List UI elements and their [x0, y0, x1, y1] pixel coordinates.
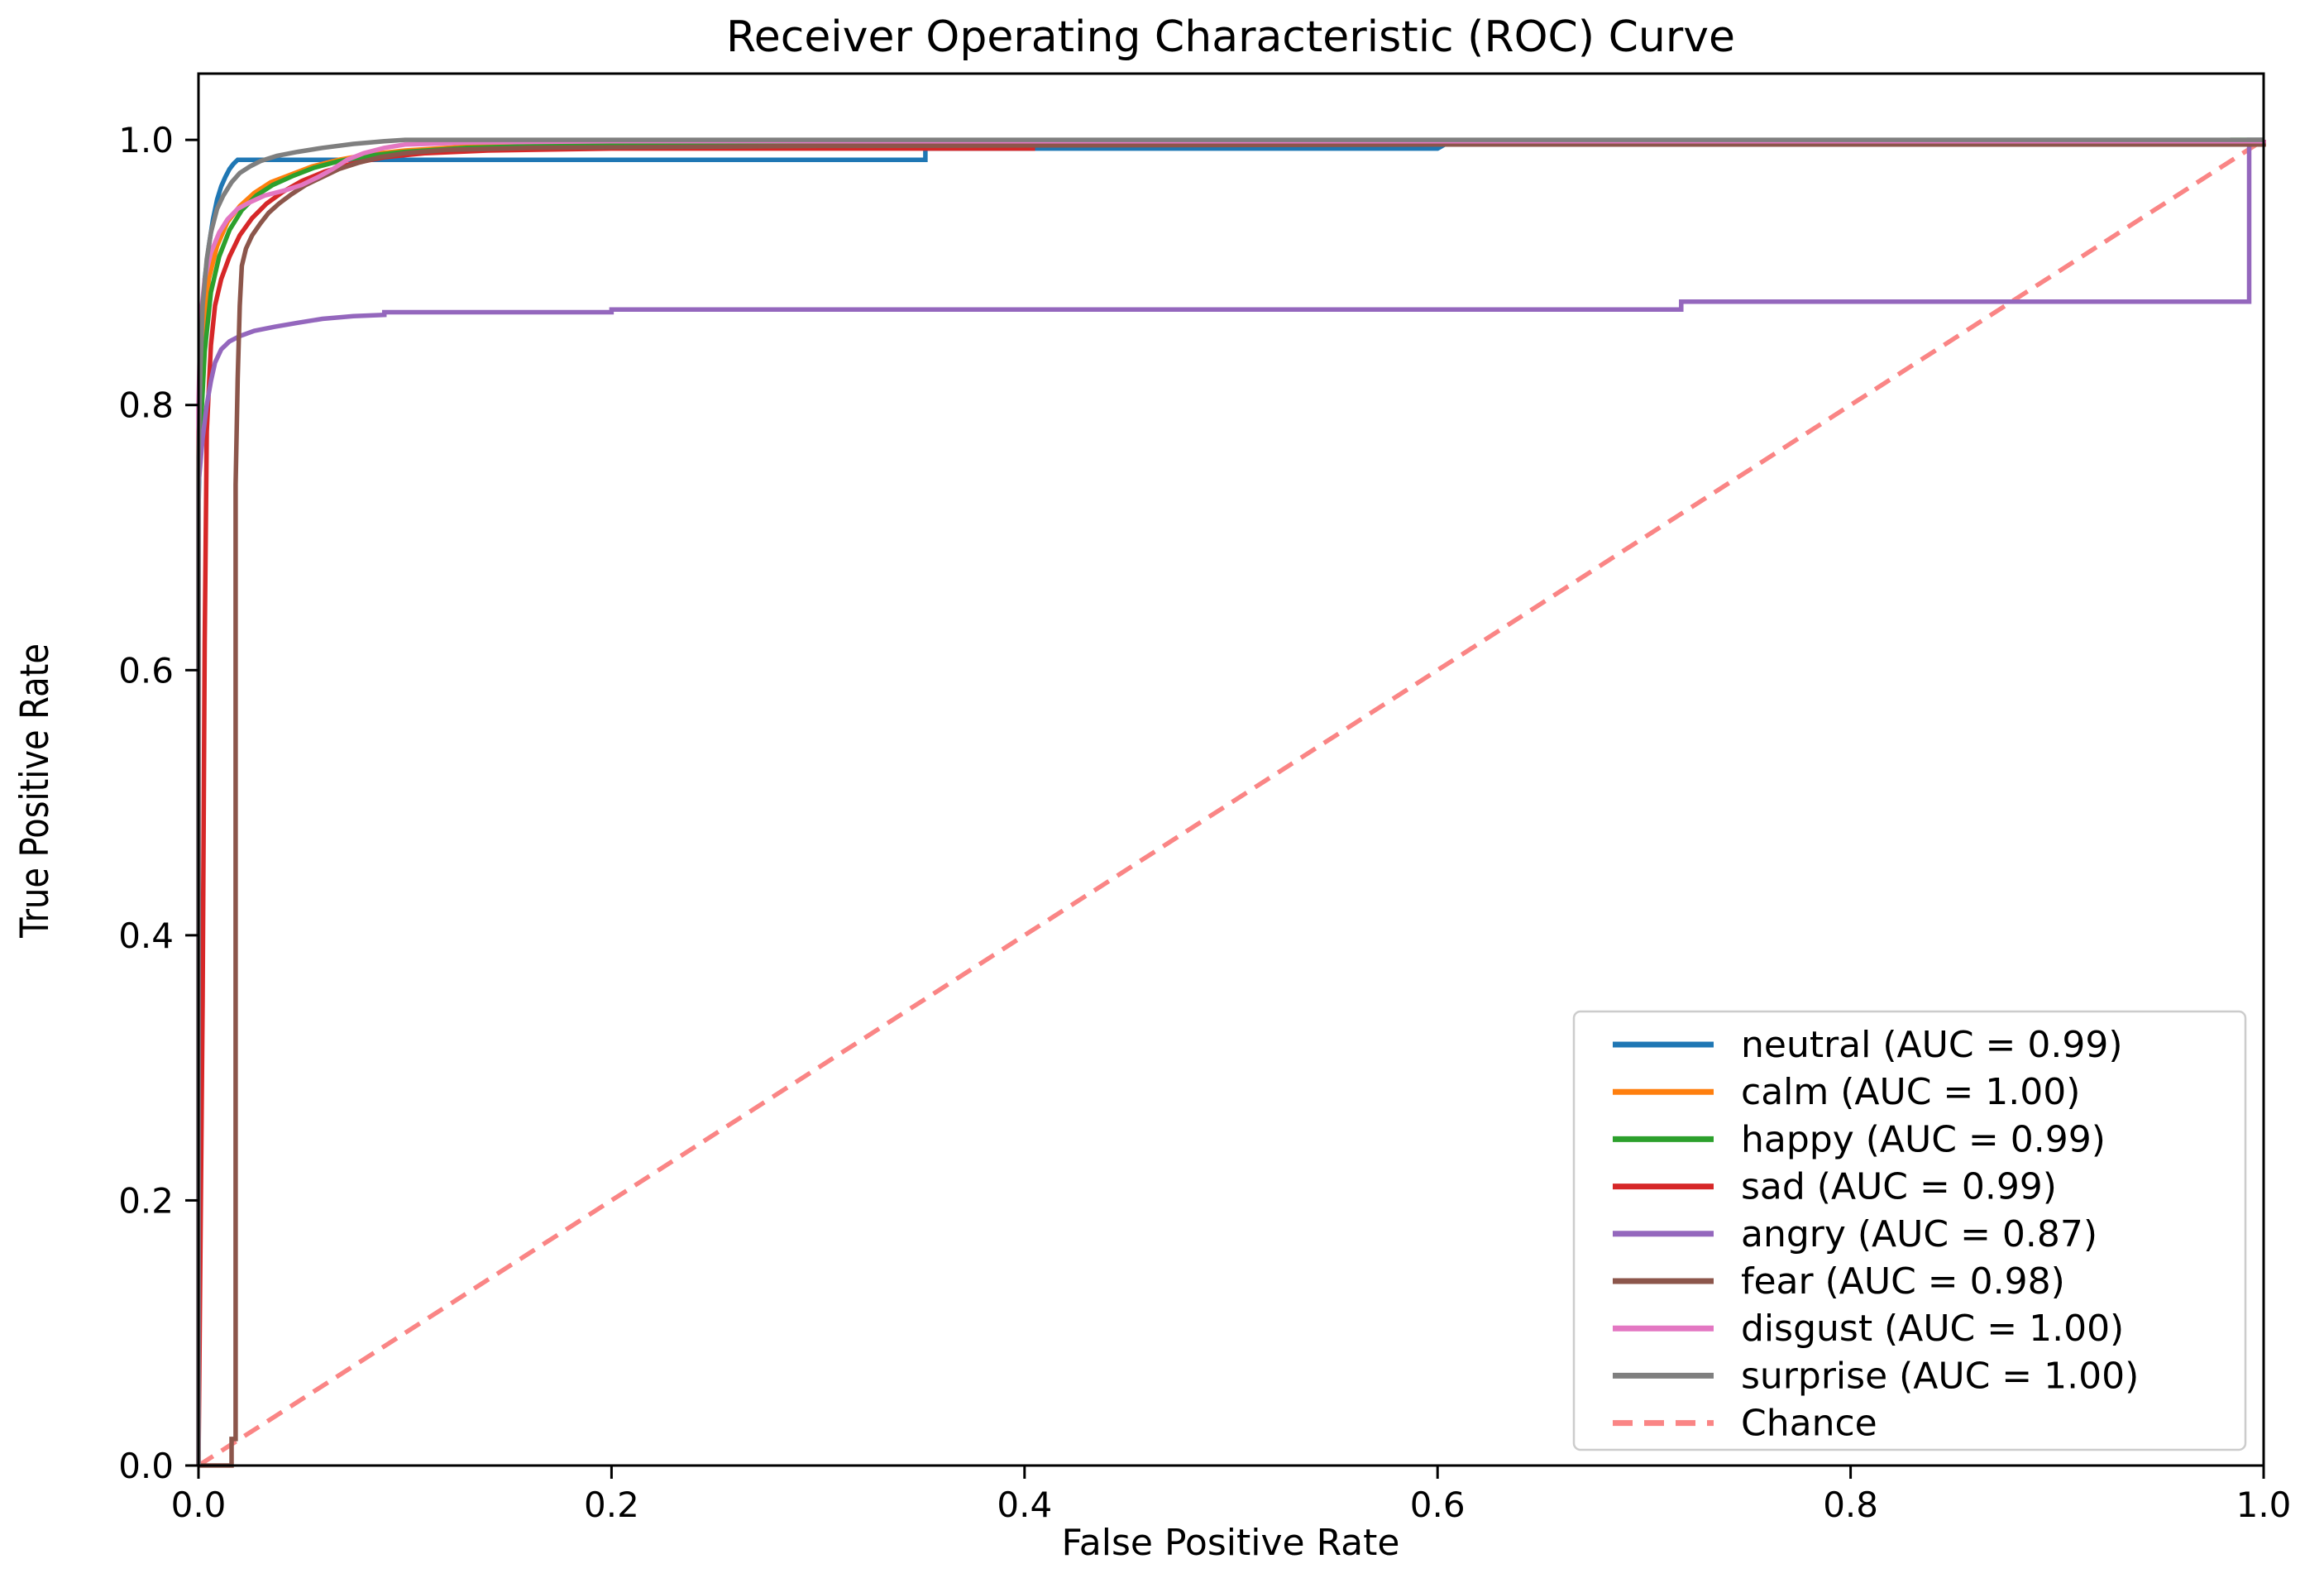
chart-title: Receiver Operating Characteristic (ROC) …	[726, 12, 1735, 62]
legend-label-disgust: disgust (AUC = 1.00)	[1741, 1308, 2124, 1350]
legend-label-surprise: surprise (AUC = 1.00)	[1741, 1355, 2139, 1397]
legend-label-chance: Chance	[1741, 1403, 1877, 1445]
legend-item-fear: fear (AUC = 0.98)	[1613, 1260, 2065, 1303]
plot-border	[197, 72, 2265, 1467]
legend-label-calm: calm (AUC = 1.00)	[1741, 1071, 2080, 1113]
legend-label-sad: sad (AUC = 0.99)	[1741, 1166, 2057, 1208]
legend-item-surprise: surprise (AUC = 1.00)	[1613, 1355, 2139, 1397]
legend-label-angry: angry (AUC = 0.87)	[1741, 1213, 2097, 1255]
legend-item-chance: Chance	[1613, 1403, 1877, 1445]
legend-item-angry: angry (AUC = 0.87)	[1613, 1213, 2097, 1255]
axis-ticks: 0.0 0.2 0.4 0.6 0.8 1.0 0.0 0.2 0.4 0.6 0.8 1.0	[118, 120, 2291, 1525]
y-tick-label: 1.0	[118, 120, 174, 160]
legend-label-neutral: neutral (AUC = 0.99)	[1741, 1024, 2123, 1066]
x-tick-label: 0.6	[1410, 1485, 1466, 1525]
y-tick-label: 0.6	[118, 650, 174, 691]
legend: neutral (AUC = 0.99) calm (AUC = 1.00) hap…	[1572, 1010, 2247, 1451]
legend-item-calm: calm (AUC = 1.00)	[1613, 1071, 2080, 1113]
x-axis-label: False Positive Rate	[1062, 1522, 1400, 1564]
legend-item-disgust: disgust (AUC = 1.00)	[1613, 1308, 2124, 1350]
x-tick-label: 0.0	[171, 1485, 227, 1525]
roc-curve-fear	[198, 140, 2266, 1468]
y-tick-label: 0.0	[118, 1446, 174, 1486]
legend-item-happy: happy (AUC = 0.99)	[1613, 1118, 2106, 1160]
y-axis-label: True Positive Rate	[13, 643, 58, 939]
y-tick-label: 0.8	[118, 385, 174, 426]
legend-item-neutral: neutral (AUC = 0.99)	[1613, 1024, 2123, 1066]
legend-label-fear: fear (AUC = 0.98)	[1741, 1260, 2065, 1303]
x-tick-label: 0.2	[584, 1485, 639, 1525]
legend-item-sad: sad (AUC = 0.99)	[1613, 1166, 2057, 1208]
legend-label-happy: happy (AUC = 0.99)	[1741, 1118, 2106, 1160]
roc-curve-happy	[196, 137, 2264, 1466]
y-tick-label: 0.2	[118, 1180, 174, 1221]
x-tick-label: 0.8	[1823, 1485, 1878, 1525]
plot-frame	[197, 72, 2265, 1467]
roc-curve-surprise	[196, 137, 2264, 1466]
y-tick-label: 0.4	[118, 916, 174, 956]
roc-curve-angry	[196, 137, 2264, 1466]
x-tick-label: 1.0	[2236, 1485, 2292, 1525]
curves-layer	[196, 137, 2266, 1468]
legend-box	[1572, 1010, 2247, 1451]
x-tick-label: 0.4	[997, 1485, 1052, 1525]
